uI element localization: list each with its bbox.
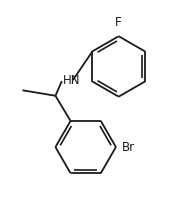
Text: Br: Br xyxy=(121,141,134,154)
Text: HN: HN xyxy=(63,74,80,87)
Text: F: F xyxy=(115,16,122,29)
